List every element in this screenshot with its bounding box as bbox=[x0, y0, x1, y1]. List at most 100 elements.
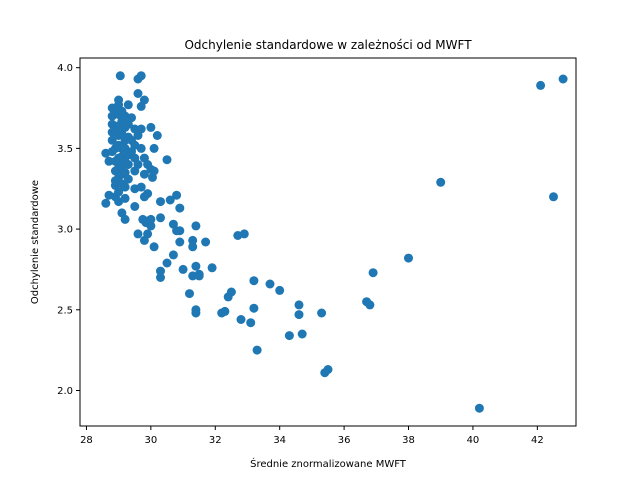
data-point bbox=[294, 300, 304, 310]
data-point bbox=[143, 229, 153, 239]
x-tick-label: 32 bbox=[209, 435, 222, 446]
y-tick-label: 2.0 bbox=[57, 386, 73, 397]
data-point bbox=[368, 268, 378, 278]
data-point bbox=[220, 306, 230, 316]
data-point bbox=[536, 80, 546, 90]
data-point bbox=[252, 345, 262, 355]
data-point bbox=[436, 177, 446, 187]
data-point bbox=[165, 195, 175, 205]
data-point bbox=[239, 229, 249, 239]
data-point bbox=[127, 113, 136, 123]
data-point bbox=[114, 187, 124, 197]
data-point bbox=[172, 190, 182, 200]
data-point bbox=[101, 198, 111, 208]
data-point bbox=[294, 310, 304, 320]
x-axis-label: Średnie znormalizowane MWFT bbox=[250, 457, 407, 470]
data-point bbox=[133, 89, 143, 98]
data-point bbox=[194, 269, 204, 279]
data-point bbox=[249, 303, 259, 313]
data-point bbox=[156, 273, 165, 282]
x-tick-label: 42 bbox=[531, 435, 544, 446]
x-tick-label: 28 bbox=[80, 435, 93, 446]
y-tick-label: 2.5 bbox=[57, 305, 73, 316]
data-point bbox=[207, 263, 217, 273]
data-point bbox=[120, 182, 130, 192]
data-point bbox=[136, 124, 146, 134]
data-point bbox=[107, 135, 117, 145]
data-point bbox=[246, 318, 256, 328]
data-point bbox=[123, 160, 133, 169]
data-point bbox=[175, 203, 185, 213]
data-point bbox=[152, 131, 162, 140]
data-point bbox=[115, 71, 125, 81]
chart-title: Odchylenie standardowe w zależności od M… bbox=[184, 38, 472, 52]
data-point bbox=[104, 156, 114, 166]
data-point bbox=[284, 331, 294, 341]
data-point bbox=[249, 276, 259, 286]
data-point bbox=[149, 242, 159, 252]
data-point bbox=[265, 279, 275, 289]
data-point bbox=[191, 221, 201, 231]
data-point bbox=[188, 235, 198, 245]
data-points bbox=[101, 71, 568, 413]
data-point bbox=[558, 74, 568, 84]
data-point bbox=[139, 95, 149, 105]
x-tick-label: 36 bbox=[338, 435, 351, 446]
y-tick-label: 4.0 bbox=[57, 63, 73, 74]
data-point bbox=[156, 213, 165, 223]
data-point bbox=[226, 287, 236, 297]
data-point bbox=[130, 202, 140, 211]
data-point bbox=[149, 166, 159, 176]
data-point bbox=[168, 250, 178, 260]
data-point bbox=[178, 264, 188, 274]
data-point bbox=[114, 95, 124, 105]
data-point bbox=[162, 258, 172, 268]
y-tick-label: 3.5 bbox=[57, 144, 73, 155]
data-point bbox=[123, 174, 133, 184]
data-point bbox=[404, 253, 413, 263]
data-point bbox=[156, 197, 165, 207]
data-point bbox=[175, 226, 185, 236]
data-point bbox=[474, 403, 484, 413]
data-point bbox=[323, 365, 333, 374]
data-point bbox=[549, 192, 558, 202]
x-tick-label: 34 bbox=[273, 435, 286, 446]
data-point bbox=[146, 122, 156, 132]
data-point bbox=[191, 305, 201, 315]
x-tick-label: 30 bbox=[144, 435, 157, 446]
x-tick-label: 40 bbox=[467, 435, 480, 446]
data-point bbox=[120, 193, 130, 203]
data-point bbox=[136, 143, 146, 153]
x-axis-ticks: 28 30 32 34 36 38 40 42 bbox=[80, 426, 544, 446]
data-point bbox=[317, 308, 327, 318]
data-point bbox=[143, 189, 153, 199]
data-point bbox=[191, 261, 201, 271]
data-point bbox=[297, 329, 307, 339]
data-point bbox=[123, 100, 133, 110]
y-axis-label: Odchylenie standardowe bbox=[30, 180, 41, 304]
data-point bbox=[146, 221, 156, 231]
data-point bbox=[133, 160, 143, 169]
data-point bbox=[146, 214, 156, 224]
y-tick-label: 3.0 bbox=[57, 225, 73, 236]
y-axis-ticks: 2.0 2.5 3.0 3.5 4.0 bbox=[57, 63, 80, 397]
data-point bbox=[365, 300, 375, 310]
data-point bbox=[120, 214, 130, 224]
data-point bbox=[136, 71, 146, 81]
x-tick-label: 38 bbox=[402, 435, 415, 446]
data-point bbox=[236, 315, 246, 324]
data-point bbox=[162, 155, 172, 165]
data-point bbox=[185, 289, 194, 299]
data-point bbox=[275, 285, 285, 295]
data-point bbox=[139, 169, 149, 179]
data-point bbox=[175, 237, 185, 247]
data-point bbox=[149, 143, 159, 153]
data-point bbox=[188, 242, 198, 252]
data-point bbox=[156, 266, 165, 276]
data-point bbox=[136, 182, 146, 192]
plot-frame bbox=[79, 57, 577, 427]
data-point bbox=[133, 229, 143, 239]
data-point bbox=[201, 237, 211, 247]
